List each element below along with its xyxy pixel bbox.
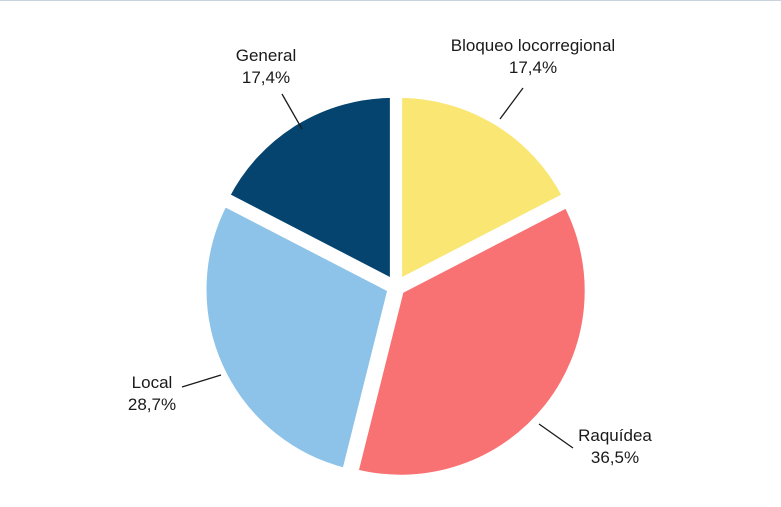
leader-line-local	[181, 374, 222, 388]
pie-slice-raquidea	[352, 201, 591, 481]
slice-value-raquidea: 36,5%	[591, 448, 639, 467]
labels-layer: Bloqueo locorregional 17,4% Raquídea 36,5% L…	[128, 36, 653, 467]
slices-layer	[200, 91, 591, 481]
leader-line-raquidea	[538, 423, 574, 449]
slice-label-bloqueo-locorregional: Bloqueo locorregional	[451, 36, 615, 55]
leaders-layer	[181, 87, 574, 449]
pie-slice-bloqueo-locorregional	[396, 91, 569, 285]
pie-slice-general	[223, 91, 396, 285]
slice-label-local: Local	[132, 373, 173, 392]
leader-line-bloqueo-locorregional	[499, 87, 524, 120]
slice-label-general: General	[236, 46, 296, 65]
slice-label-raquidea: Raquídea	[578, 426, 652, 445]
slice-value-local: 28,7%	[128, 395, 176, 414]
slice-value-bloqueo-locorregional: 17,4%	[509, 58, 557, 77]
leader-line-general	[281, 93, 303, 130]
slice-value-general: 17,4%	[242, 68, 290, 87]
pie-slice-local	[200, 200, 394, 474]
